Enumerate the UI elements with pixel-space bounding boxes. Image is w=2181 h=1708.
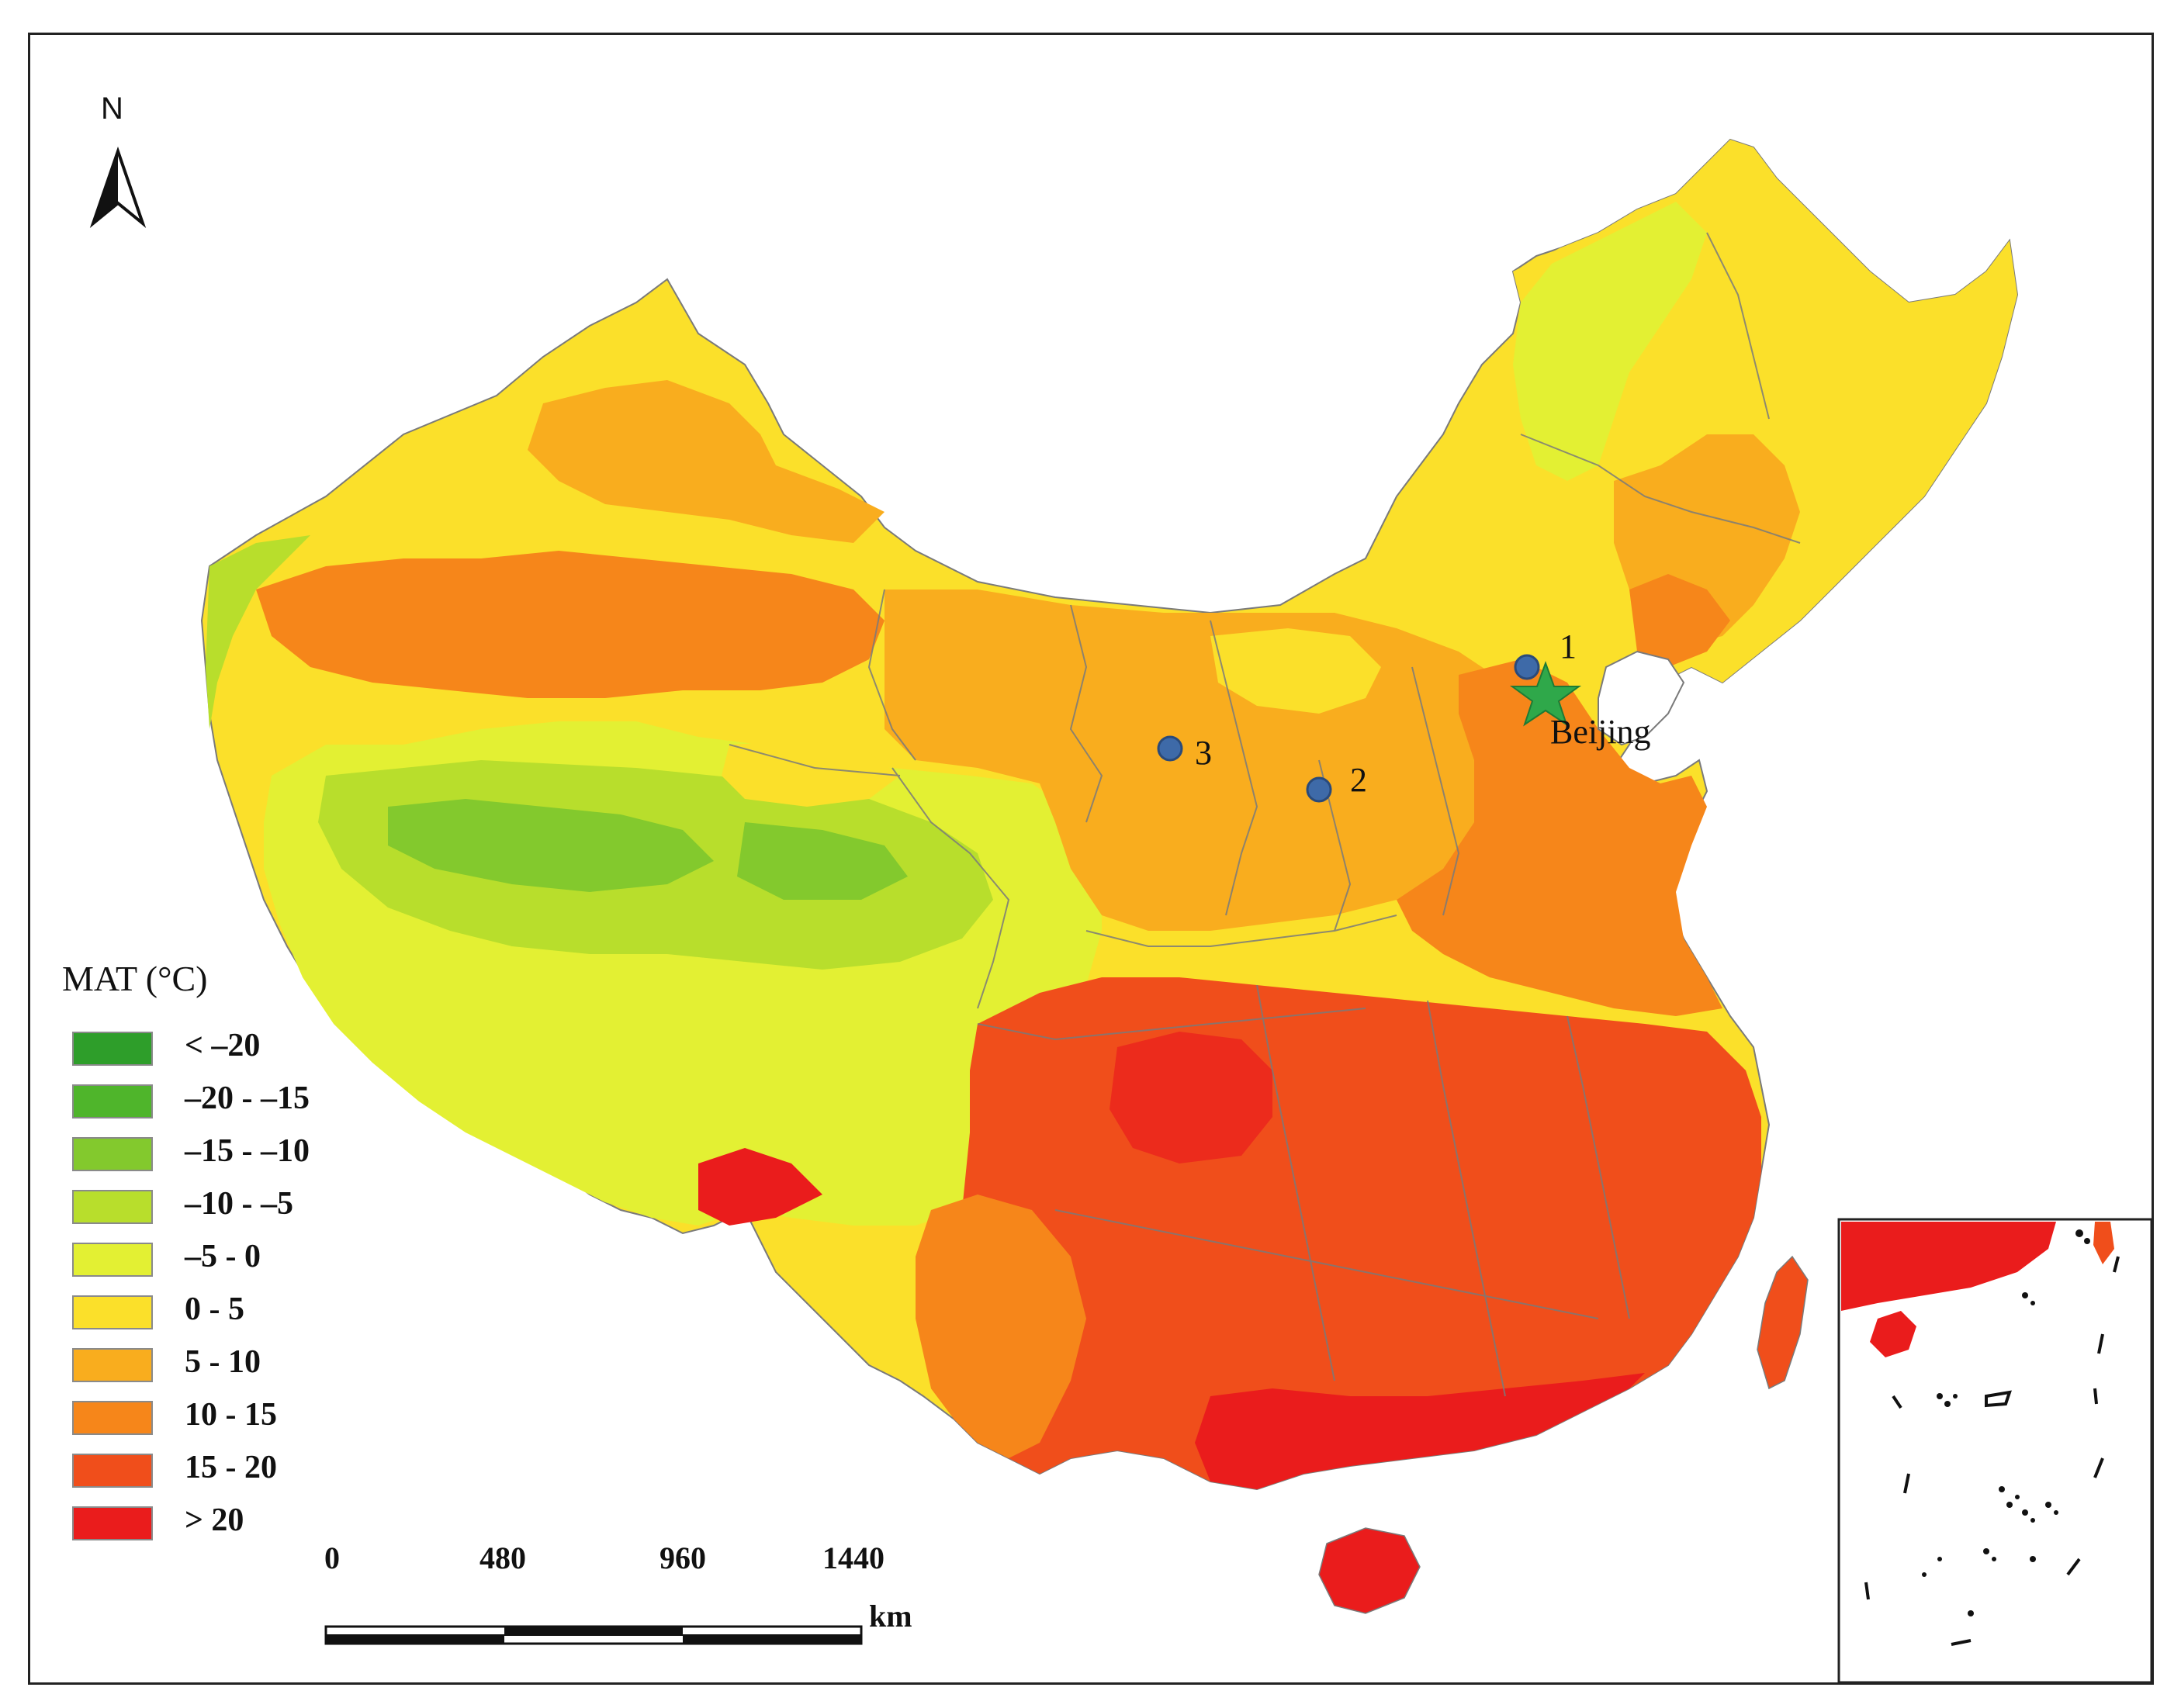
legend-swatch <box>72 1137 153 1171</box>
legend-swatch <box>72 1454 153 1488</box>
site-label-2: 2 <box>1350 761 1367 799</box>
legend-swatch <box>72 1401 153 1435</box>
yunnan-warm <box>916 1195 1086 1458</box>
dzungaria-warm <box>528 380 885 543</box>
legend-swatch <box>72 1084 153 1118</box>
legend-swatch <box>72 1032 153 1066</box>
legend-label: –5 - 0 <box>185 1239 261 1274</box>
tarim-basin-warm <box>256 551 885 698</box>
scale-tick-0: 0 <box>324 1540 340 1575</box>
north-arrow-icon <box>89 146 147 228</box>
legend-swatch <box>72 1348 153 1382</box>
site-marker-1 <box>1514 654 1540 680</box>
xinjiang-mountains-cold <box>206 535 310 729</box>
city-label-beijing: Beijing <box>1550 713 1651 751</box>
legend-label: 10 - 15 <box>185 1397 277 1433</box>
legend-title: MAT (°C) <box>62 959 208 998</box>
legend-label: –20 - –15 <box>185 1080 310 1116</box>
legend-label: 5 - 10 <box>185 1344 261 1380</box>
legend-label: 0 - 5 <box>185 1291 244 1327</box>
far-south-hottest <box>1195 1373 1645 1489</box>
bohai-sea <box>1598 650 1685 746</box>
legend-swatch <box>72 1243 153 1277</box>
scale-tick-960: 960 <box>659 1540 706 1575</box>
greater-khingan-cold <box>1513 202 1707 481</box>
liaodong-warm <box>1629 574 1730 667</box>
scale-tick-1440: 1440 <box>822 1540 885 1575</box>
beijing-star-icon <box>1509 661 1582 727</box>
legend-label: < –20 <box>185 1028 261 1063</box>
site-label-1: 1 <box>1560 628 1577 666</box>
hainan-island <box>1318 1527 1421 1614</box>
qaidam-basin <box>722 741 900 807</box>
site-label-3: 3 <box>1195 734 1212 772</box>
plateau-coldest-patches <box>388 799 908 900</box>
province-boundaries <box>729 232 1801 1397</box>
north-label: N <box>101 92 123 126</box>
scale-bar <box>324 1625 863 1645</box>
ordos-cool <box>1210 628 1381 714</box>
legend-label: > 20 <box>185 1502 244 1538</box>
legend-swatch <box>72 1190 153 1224</box>
scale-unit: km <box>869 1599 912 1634</box>
scale-tick-480: 480 <box>479 1540 526 1575</box>
legend-label: –15 - –10 <box>185 1133 310 1169</box>
legend-label: 15 - 20 <box>185 1450 277 1485</box>
sichuan-basin-hot <box>1110 1032 1272 1163</box>
south-china-sea-inset <box>1837 1218 2153 1684</box>
site-markers <box>1157 654 1540 803</box>
site-marker-2 <box>1306 776 1332 803</box>
site-marker-3 <box>1157 735 1183 762</box>
taiwan-island <box>1757 1255 1809 1390</box>
himalaya-south-hot <box>698 1148 822 1226</box>
legend-label: –10 - –5 <box>185 1186 293 1222</box>
legend-swatch <box>72 1295 153 1329</box>
north-china-plain <box>1397 659 1722 1016</box>
legend-swatch <box>72 1506 153 1540</box>
